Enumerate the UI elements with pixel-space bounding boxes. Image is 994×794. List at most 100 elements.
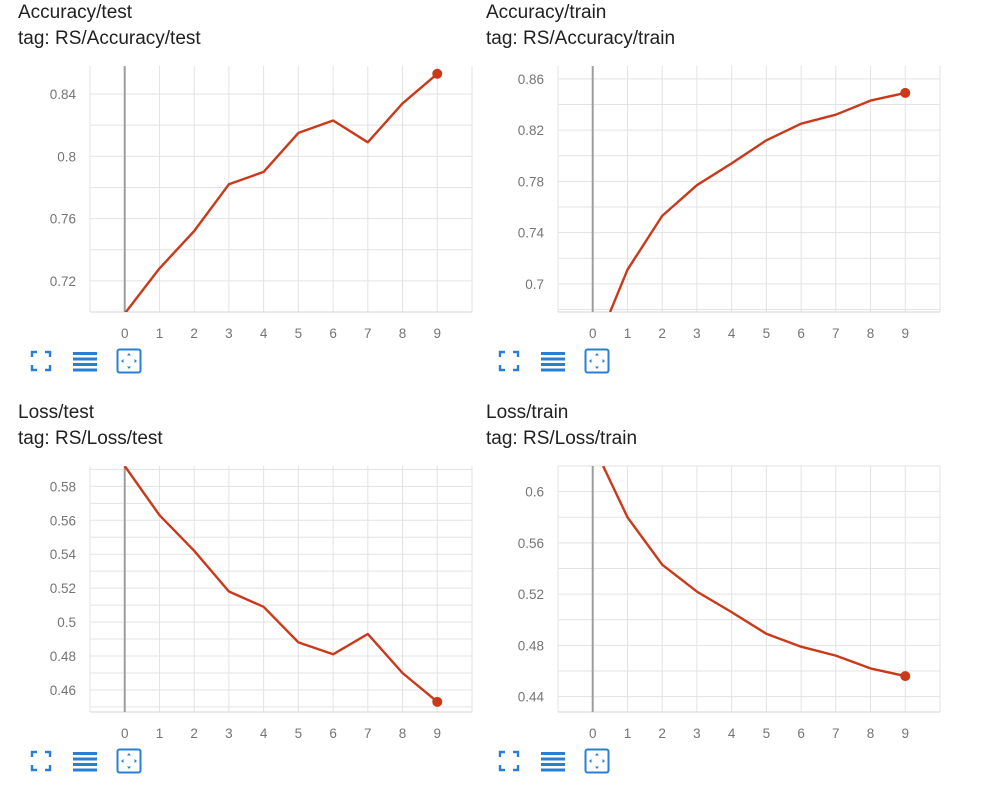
fit-domain-icon <box>584 348 610 374</box>
expand-button[interactable] <box>28 748 54 774</box>
chart-title: Accuracy/test <box>18 2 133 23</box>
y-tick-label: 0.48 <box>518 638 544 653</box>
series-line <box>124 72 439 312</box>
expand-button[interactable] <box>28 348 54 374</box>
chart-card-loss-test: Loss/test tag: RS/Loss/test 0.46 0.48 0.5 0… <box>18 400 488 794</box>
x-tick-label: 6 <box>329 726 337 741</box>
x-tick-label: 8 <box>867 726 875 741</box>
last-point-marker <box>432 696 443 707</box>
y-tick-label: 0.82 <box>518 123 544 138</box>
y-tick-label: 0.5 <box>57 615 76 630</box>
toggle-log-scale-button[interactable] <box>540 348 566 374</box>
line-chart[interactable]: 0.44 0.48 0.52 0.56 0.6 0 1 2 3 4 5 6 7 8 9 <box>486 458 942 748</box>
x-tick-label: 8 <box>867 326 875 341</box>
x-tick-label: 1 <box>156 326 164 341</box>
x-tick-label: 0 <box>589 726 597 741</box>
chart-card-accuracy-train: Accuracy/train tag: RS/Accuracy/train 0.… <box>486 0 956 394</box>
chart-card-loss-train: Loss/train tag: RS/Loss/train 0.44 0.48 0.… <box>486 400 956 794</box>
series-line <box>602 466 906 678</box>
chart-tag: tag: RS/Loss/test <box>18 428 163 449</box>
y-tick-label: 0.74 <box>518 226 545 241</box>
y-tick-label: 0.56 <box>50 513 76 528</box>
series-line <box>123 466 439 703</box>
chart-toolbar <box>496 348 626 374</box>
fit-domain-button[interactable] <box>584 748 610 774</box>
fit-domain-button[interactable] <box>116 748 142 774</box>
lines-icon <box>541 752 565 772</box>
expand-button[interactable] <box>496 748 522 774</box>
chart-card-accuracy-test: Accuracy/test tag: RS/Accuracy/test 0.72… <box>18 0 488 394</box>
x-tick-label: 6 <box>329 326 337 341</box>
y-tick-label: 0.6 <box>525 485 544 500</box>
last-point-marker <box>432 68 443 79</box>
x-tick-label: 7 <box>832 326 840 341</box>
x-tick-label: 1 <box>156 726 164 741</box>
x-tick-label: 8 <box>399 326 407 341</box>
expand-button[interactable] <box>496 348 522 374</box>
x-tick-label: 9 <box>434 726 442 741</box>
x-tick-label: 3 <box>693 726 701 741</box>
lines-icon <box>541 352 565 372</box>
line-chart[interactable]: 0.7 0.74 0.78 0.82 0.86 0 1 2 3 4 5 6 7 8 9 <box>486 58 942 348</box>
x-tick-label: 5 <box>295 726 303 741</box>
x-tick-label: 2 <box>658 326 666 341</box>
x-tick-label: 1 <box>624 726 632 741</box>
y-tick-label: 0.8 <box>57 149 76 164</box>
x-tick-label: 5 <box>763 326 771 341</box>
y-tick-label: 0.7 <box>525 277 544 292</box>
x-tick-label: 3 <box>225 726 233 741</box>
y-tick-label: 0.52 <box>50 581 76 596</box>
x-tick-label: 9 <box>902 726 910 741</box>
x-tick-label: 5 <box>295 326 303 341</box>
last-point-marker <box>900 87 911 98</box>
fit-domain-button[interactable] <box>116 348 142 374</box>
x-tick-label: 0 <box>121 726 129 741</box>
chart-toolbar <box>28 348 158 374</box>
x-tick-label: 2 <box>190 726 198 741</box>
fit-domain-button[interactable] <box>584 348 610 374</box>
expand-icon <box>30 750 52 772</box>
expand-icon <box>498 350 520 372</box>
y-tick-label: 0.46 <box>50 683 76 698</box>
x-tick-label: 3 <box>693 326 701 341</box>
toggle-log-scale-button[interactable] <box>72 348 98 374</box>
y-tick-label: 0.58 <box>50 479 76 494</box>
x-tick-label: 9 <box>434 326 442 341</box>
chart-title: Loss/train <box>486 402 569 423</box>
lines-icon <box>73 352 97 372</box>
toggle-log-scale-button[interactable] <box>72 748 98 774</box>
line-chart[interactable]: 0.46 0.48 0.5 0.52 0.54 0.56 0.58 0 1 2 3 4 5 6 7 8 9 <box>18 458 474 748</box>
x-tick-label: 6 <box>797 326 805 341</box>
lines-icon <box>73 752 97 772</box>
chart-title: Accuracy/train <box>486 2 607 23</box>
x-tick-label: 5 <box>763 726 771 741</box>
x-tick-label: 7 <box>832 726 840 741</box>
fit-domain-icon <box>116 748 142 774</box>
x-tick-label: 4 <box>728 326 736 341</box>
chart-tag: tag: RS/Accuracy/test <box>18 28 201 49</box>
x-tick-label: 1 <box>624 326 632 341</box>
x-tick-label: 3 <box>225 326 233 341</box>
x-tick-label: 4 <box>260 726 268 741</box>
y-tick-label: 0.72 <box>50 274 76 289</box>
y-tick-label: 0.48 <box>50 649 76 664</box>
x-tick-label: 7 <box>364 326 372 341</box>
fit-domain-icon <box>584 748 610 774</box>
x-tick-label: 4 <box>260 326 268 341</box>
last-point-marker <box>900 671 911 682</box>
x-tick-label: 2 <box>658 726 666 741</box>
chart-toolbar <box>28 748 158 774</box>
y-tick-label: 0.52 <box>518 587 544 602</box>
x-tick-label: 0 <box>589 326 597 341</box>
x-tick-label: 7 <box>364 726 372 741</box>
y-tick-label: 0.86 <box>518 72 544 87</box>
line-chart[interactable]: 0.72 0.76 0.8 0.84 0 1 2 3 4 5 6 7 8 9 <box>18 58 474 348</box>
series-line <box>608 91 906 312</box>
y-tick-label: 0.54 <box>50 547 77 562</box>
toggle-log-scale-button[interactable] <box>540 748 566 774</box>
expand-icon <box>30 350 52 372</box>
x-tick-label: 0 <box>121 326 129 341</box>
x-tick-label: 6 <box>797 726 805 741</box>
x-tick-label: 9 <box>902 326 910 341</box>
chart-tag: tag: RS/Accuracy/train <box>486 28 676 49</box>
